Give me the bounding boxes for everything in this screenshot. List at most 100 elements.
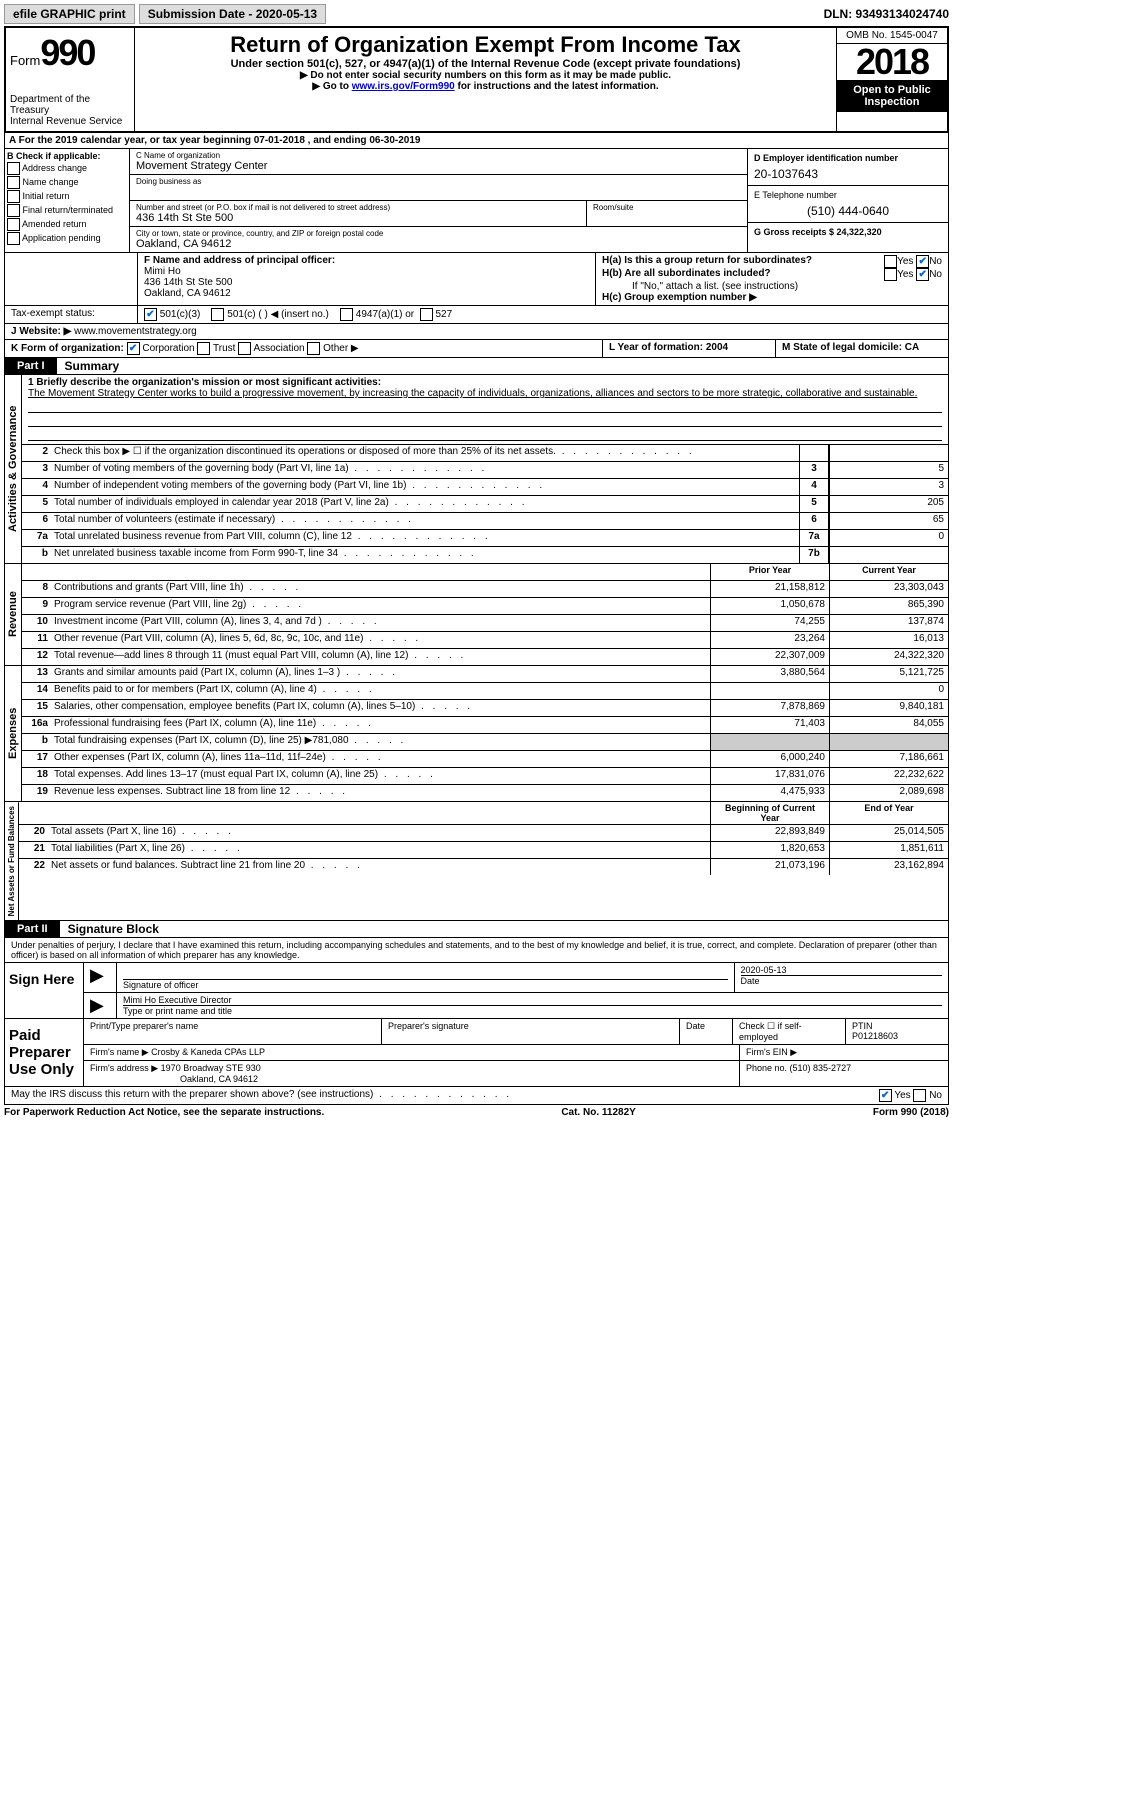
city-value: Oakland, CA 94612 [136, 238, 741, 250]
hc-label: H(c) Group exemption number ▶ [602, 292, 757, 303]
footer-right: Form 990 (2018) [873, 1107, 949, 1118]
form-number: 990 [40, 32, 94, 73]
form990-link[interactable]: www.irs.gov/Form990 [352, 81, 455, 92]
prep-sig-label: Preparer's signature [382, 1019, 680, 1044]
page-footer: For Paperwork Reduction Act Notice, see … [4, 1105, 949, 1120]
note2-post: for instructions and the latest informat… [455, 81, 659, 92]
officer-sig-name: Mimi Ho Executive Director [123, 995, 942, 1006]
discuss-no[interactable] [913, 1089, 926, 1102]
street-label: Number and street (or P.O. box if mail i… [136, 203, 580, 212]
net-row-21: 21 Total liabilities (Part X, line 26) 1… [19, 842, 948, 859]
cb-other[interactable] [307, 342, 320, 355]
sec-f-label: F Name and address of principal officer: [144, 255, 589, 266]
vlabel-revenue: Revenue [5, 564, 22, 665]
officer-name: Mimi Ho [144, 266, 589, 277]
form-prefix: Form [10, 53, 40, 68]
exp-row-16a: 16a Professional fundraising fees (Part … [22, 717, 948, 734]
firm-name-label: Firm's name ▶ [90, 1047, 149, 1057]
efile-button[interactable]: efile GRAPHIC print [4, 4, 135, 24]
dba-label: Doing business as [136, 177, 741, 186]
date-label: Date [741, 976, 943, 986]
firm-name: Crosby & Kaneda CPAs LLP [151, 1047, 265, 1057]
curr-year-hdr: Current Year [829, 564, 948, 580]
discuss-yes[interactable] [879, 1089, 892, 1102]
cb-501c[interactable] [211, 308, 224, 321]
rev-row-8: 8 Contributions and grants (Part VIII, l… [22, 581, 948, 598]
column-d: D Employer identification number 20-1037… [747, 149, 948, 252]
part2-header: Part II Signature Block [4, 921, 949, 938]
ptin-value: P01218603 [852, 1031, 942, 1041]
footer-center: Cat. No. 11282Y [561, 1107, 635, 1118]
paid-preparer-label: Paid Preparer Use Only [5, 1019, 84, 1086]
cb-527[interactable] [420, 308, 433, 321]
cb-name-change[interactable]: Name change [7, 176, 127, 189]
cb-initial-return[interactable]: Initial return [7, 190, 127, 203]
discuss-label: May the IRS discuss this return with the… [11, 1089, 879, 1102]
firm-addr-label: Firm's address ▶ [90, 1063, 158, 1073]
gross-receipts: G Gross receipts $ 24,322,320 [754, 227, 942, 237]
part1-header: Part I Summary [4, 358, 949, 375]
part2-title: Signature Block [60, 922, 159, 936]
ha-yes[interactable]: Yes [897, 256, 913, 267]
cb-assoc[interactable] [238, 342, 251, 355]
mission-text: The Movement Strategy Center works to bu… [28, 388, 942, 399]
exp-row-b: b Total fundraising expenses (Part IX, c… [22, 734, 948, 751]
rev-row-11: 11 Other revenue (Part VIII, column (A),… [22, 632, 948, 649]
firm-city: Oakland, CA 94612 [90, 1074, 733, 1084]
part1-tag: Part I [5, 358, 57, 374]
check-self-emp[interactable]: Check ☐ if self-employed [733, 1019, 846, 1044]
vlabel-expenses: Expenses [5, 666, 22, 801]
rev-row-12: 12 Total revenue—add lines 8 through 11 … [22, 649, 948, 665]
exp-row-17: 17 Other expenses (Part IX, column (A), … [22, 751, 948, 768]
hb-label: H(b) Are all subordinates included? [602, 268, 771, 279]
cb-trust[interactable] [197, 342, 210, 355]
gov-row-b: b Net unrelated business taxable income … [22, 547, 948, 563]
dept-label: Department of the Treasury [10, 94, 130, 116]
ha-no[interactable]: No [929, 256, 942, 267]
column-b: B Check if applicable: Address change Na… [5, 149, 130, 252]
sec-m: M State of legal domicile: CA [782, 342, 919, 353]
rev-row-10: 10 Investment income (Part VIII, column … [22, 615, 948, 632]
part2-tag: Part II [5, 921, 60, 937]
sec-j-label: J Website: ▶ [11, 326, 71, 337]
irs-label: Internal Revenue Service [10, 116, 130, 127]
part1-title: Summary [57, 359, 120, 373]
hb-no[interactable]: No [929, 269, 942, 280]
hb-note: If "No," attach a list. (see instruction… [602, 281, 942, 292]
vlabel-net: Net Assets or Fund Balances [5, 802, 19, 920]
gov-row-4: 4 Number of independent voting members o… [22, 479, 948, 496]
exp-row-19: 19 Revenue less expenses. Subtract line … [22, 785, 948, 801]
vlabel-governance: Activities & Governance [5, 375, 22, 563]
cb-corp[interactable] [127, 342, 140, 355]
gov-row-7a: 7a Total unrelated business revenue from… [22, 530, 948, 547]
end-year-hdr: End of Year [829, 802, 948, 824]
begin-year-hdr: Beginning of Current Year [710, 802, 829, 824]
org-name-label: C Name of organization [136, 151, 741, 160]
mission-q: 1 Briefly describe the organization's mi… [28, 377, 381, 388]
cb-final-return[interactable]: Final return/terminated [7, 204, 127, 217]
cb-501c3[interactable] [144, 308, 157, 321]
cb-4947[interactable] [340, 308, 353, 321]
org-name: Movement Strategy Center [136, 160, 741, 172]
hb-yes[interactable]: Yes [897, 269, 913, 280]
exp-row-13: 13 Grants and similar amounts paid (Part… [22, 666, 948, 683]
open-inspection: Open to Public Inspection [837, 80, 947, 112]
cb-pending[interactable]: Application pending [7, 232, 127, 245]
net-row-20: 20 Total assets (Part X, line 16) 22,893… [19, 825, 948, 842]
ha-label: H(a) Is this a group return for subordin… [602, 255, 812, 266]
row-a-tax-year: A For the 2019 calendar year, or tax yea… [4, 133, 949, 149]
ein-label: D Employer identification number [754, 153, 942, 163]
sig-date: 2020-05-13 [741, 965, 943, 976]
gov-row-6: 6 Total number of volunteers (estimate i… [22, 513, 948, 530]
type-name-label: Type or print name and title [123, 1006, 942, 1016]
phone-label: E Telephone number [754, 190, 942, 200]
cb-address-change[interactable]: Address change [7, 162, 127, 175]
cb-amended[interactable]: Amended return [7, 218, 127, 231]
exp-row-18: 18 Total expenses. Add lines 13–17 (must… [22, 768, 948, 785]
note2-pre: ▶ Go to [312, 81, 351, 92]
sig-arrow-icon: ▶ [84, 963, 117, 992]
street-value: 436 14th St Ste 500 [136, 212, 580, 224]
sig-arrow-icon2: ▶ [84, 993, 117, 1018]
firm-addr: 1970 Broadway STE 930 [161, 1063, 261, 1073]
form-note1: ▶ Do not enter social security numbers o… [139, 70, 832, 81]
